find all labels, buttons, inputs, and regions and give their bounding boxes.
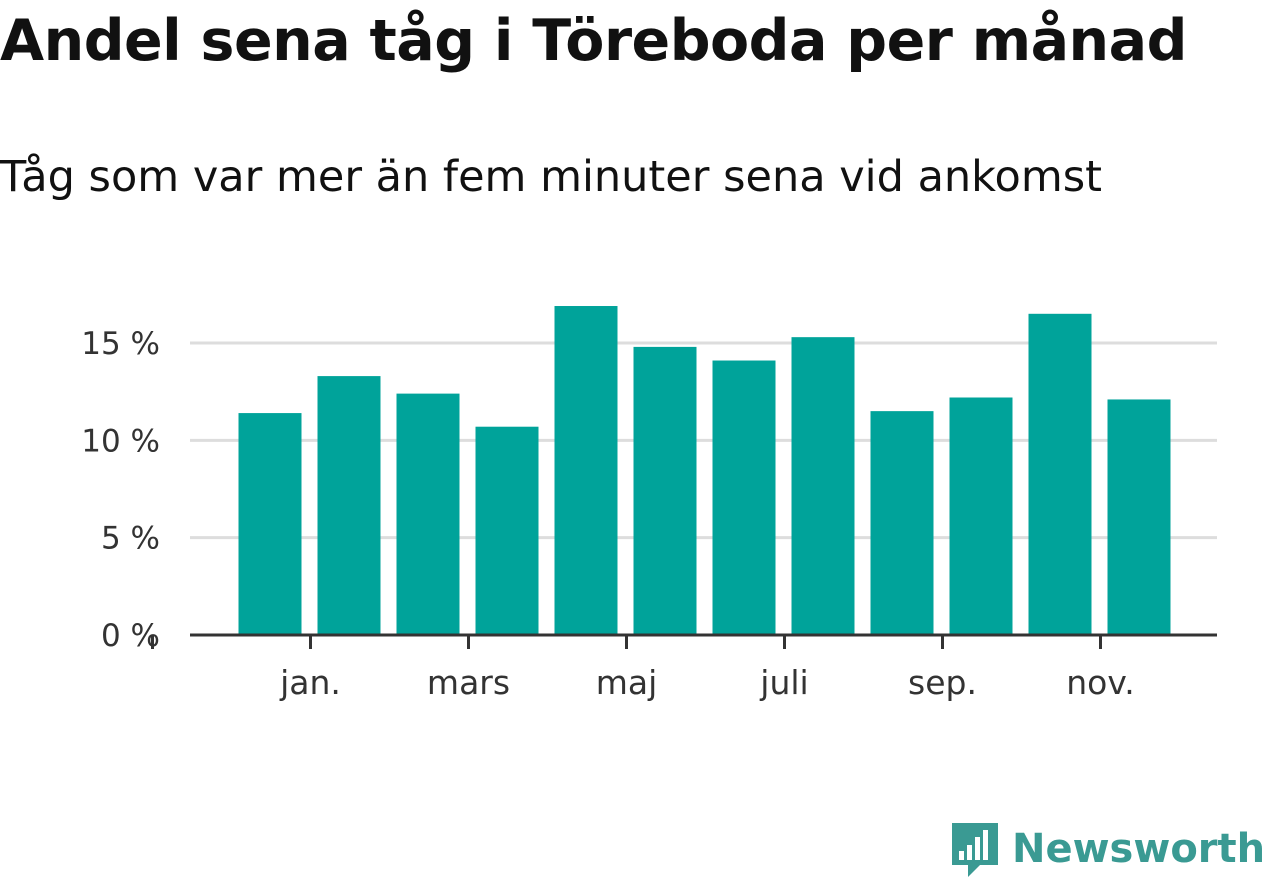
x-tick-label: nov.: [1066, 663, 1135, 702]
bar: [1107, 399, 1171, 635]
x-tick-label: maj: [596, 663, 658, 702]
x-tick-label: juli: [759, 663, 808, 702]
bar: [870, 411, 934, 635]
y-tick-labels: 0 % 5 % 10 % 15 %: [81, 326, 160, 654]
x-axis: [151, 633, 1217, 649]
x-tick-label: sep.: [908, 663, 977, 702]
y-tick-label: 15 %: [81, 326, 160, 362]
x-tick-labels: jan. mars maj juli sep. nov.: [279, 663, 1135, 702]
x-tick-label: mars: [427, 663, 510, 702]
bar: [317, 376, 381, 635]
brand-logo: Newsworthy: [950, 819, 1262, 879]
bar: [949, 397, 1013, 635]
bar: [238, 413, 302, 635]
bar: [554, 306, 618, 635]
x-tick-label: jan.: [279, 663, 341, 702]
bar: [1028, 313, 1092, 635]
bar-chart-speech-bubble-icon: [952, 823, 998, 877]
y-tick-label: 5 %: [101, 521, 160, 557]
y-tick-label: 10 %: [81, 423, 160, 459]
bar: [791, 337, 855, 635]
chart-subtitle: Tåg som var mer än fem minuter sena vid …: [0, 152, 1103, 202]
bars: [238, 306, 1171, 635]
bar-chart: 0 % 5 % 10 % 15 % jan. mars maj juli sep. nov.: [81, 306, 1217, 702]
brand-name: Newsworthy: [1012, 826, 1262, 872]
chart-title: Andel sena tåg i Töreboda per månad: [0, 8, 1187, 74]
bar: [633, 346, 697, 635]
bar: [396, 393, 460, 635]
bar: [712, 360, 776, 635]
y-tick-label: 0 %: [101, 618, 160, 654]
bar: [475, 426, 539, 635]
